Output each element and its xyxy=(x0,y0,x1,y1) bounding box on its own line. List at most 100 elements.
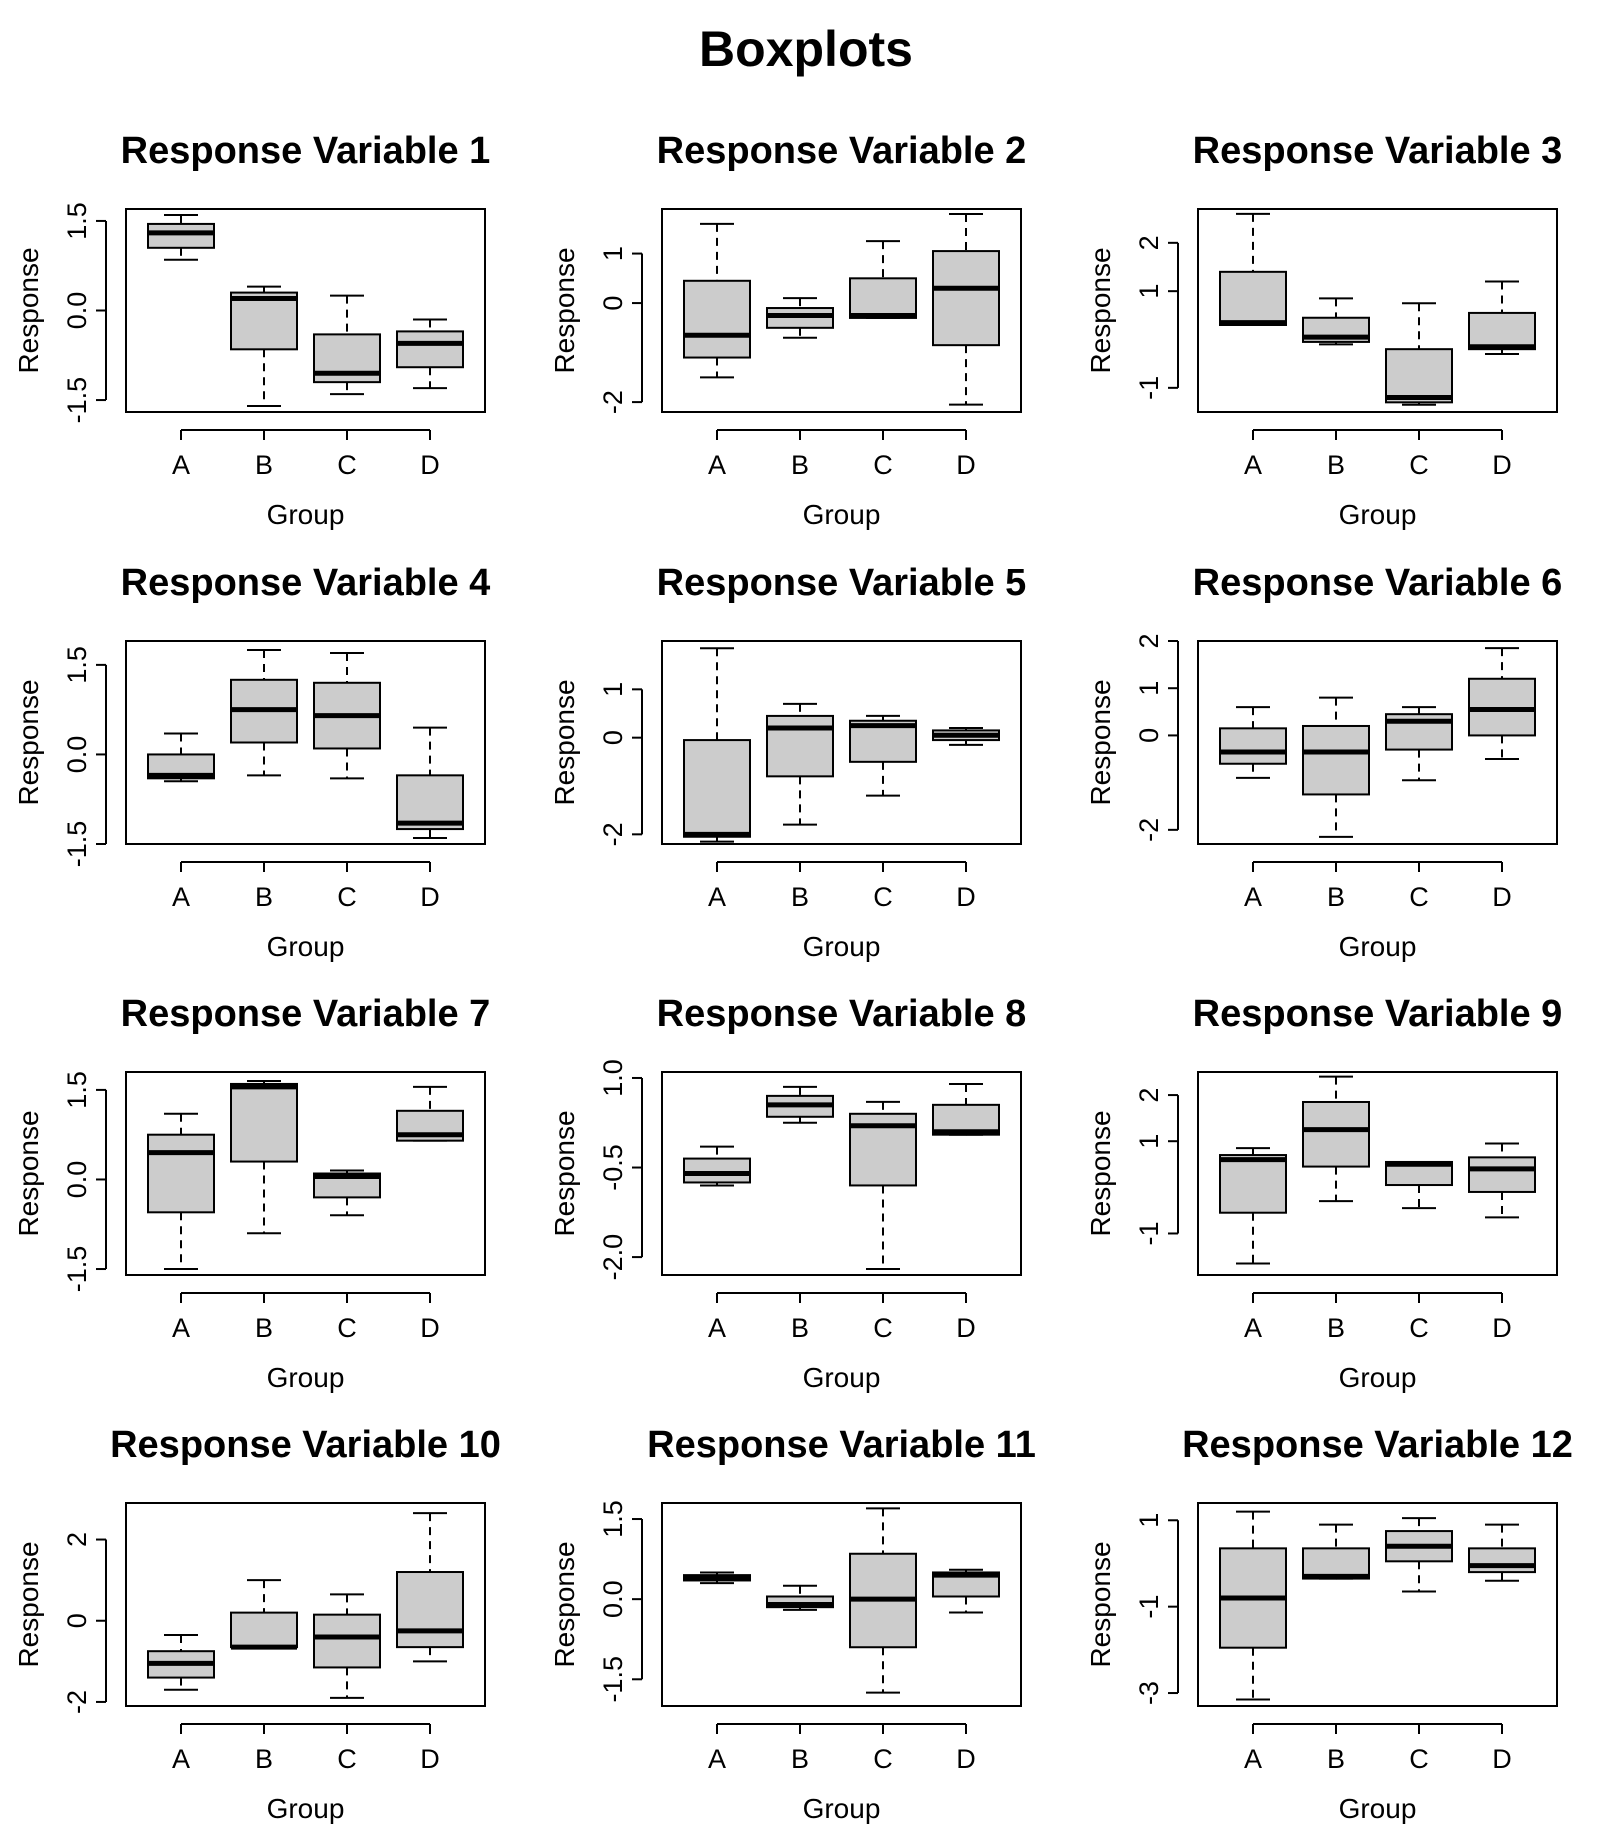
x-tick-label: D xyxy=(956,450,976,480)
y-axis-title: Response xyxy=(549,247,580,373)
y-tick-label: 2 xyxy=(62,1532,92,1547)
x-tick-label: D xyxy=(420,450,440,480)
box-group-C xyxy=(849,1100,917,1271)
x-axis-title: Group xyxy=(267,1793,345,1824)
x-axis-title: Group xyxy=(1339,1793,1417,1824)
panel-title: Response Variable 2 xyxy=(657,130,1027,172)
box-group-B xyxy=(230,285,298,408)
box-group-B xyxy=(1302,297,1370,346)
box-iqr xyxy=(1219,727,1287,765)
box-iqr xyxy=(1302,1547,1370,1580)
box-group-D xyxy=(1468,1142,1536,1219)
y-tick-label: -3 xyxy=(1134,1681,1164,1705)
x-tick-label: C xyxy=(1409,450,1429,480)
plot-frame xyxy=(125,1071,486,1276)
y-tick-label: 0 xyxy=(598,730,628,745)
plot-frame xyxy=(661,640,1022,845)
box-group-D xyxy=(1468,280,1536,355)
plot-frame xyxy=(125,640,486,845)
box-group-C xyxy=(1385,302,1453,406)
plot-frame xyxy=(125,208,486,413)
box-group-B xyxy=(766,1584,834,1611)
y-tick-label: 0.0 xyxy=(598,1580,628,1618)
box-group-B xyxy=(230,648,298,777)
box-group-C xyxy=(313,1169,381,1217)
x-tick-label: B xyxy=(1327,1313,1345,1343)
y-axis-title: Response xyxy=(13,1110,44,1236)
x-tick-label: A xyxy=(172,1744,190,1774)
box-group-A xyxy=(147,213,215,261)
box-iqr xyxy=(147,222,215,249)
x-tick-label: B xyxy=(791,1313,809,1343)
y-tick-label: 1.5 xyxy=(62,646,92,684)
box-iqr xyxy=(396,330,464,369)
box-group-A xyxy=(683,647,751,843)
y-tick-label: -2 xyxy=(62,1690,92,1714)
x-axis-title: Group xyxy=(1339,1362,1417,1393)
y-axis-title: Response xyxy=(1085,1110,1116,1236)
x-tick-label: C xyxy=(337,1744,357,1774)
y-tick-label: -1 xyxy=(1134,1595,1164,1619)
box-group-A xyxy=(147,1112,215,1271)
x-tick-label: B xyxy=(255,1313,273,1343)
box-group-A xyxy=(683,1571,751,1585)
box-iqr xyxy=(683,279,751,359)
x-tick-label: D xyxy=(420,882,440,912)
box-iqr xyxy=(683,1157,751,1184)
x-axis-title: Group xyxy=(803,1362,881,1393)
y-tick-label: 1.5 xyxy=(598,1500,628,1538)
box-iqr xyxy=(1468,1547,1536,1574)
box-group-C xyxy=(849,714,917,797)
box-iqr xyxy=(1468,311,1536,351)
box-iqr xyxy=(147,1133,215,1214)
box-group-C xyxy=(1385,1517,1453,1593)
x-tick-label: D xyxy=(1492,882,1512,912)
y-tick-label: 1.0 xyxy=(598,1059,628,1097)
x-axis-title: Group xyxy=(267,931,345,962)
y-tick-label: 1 xyxy=(598,682,628,697)
y-tick-label: 0 xyxy=(598,296,628,311)
y-tick-label: 0.0 xyxy=(62,736,92,774)
x-axis-title: Group xyxy=(803,499,881,530)
box-group-A xyxy=(147,1633,215,1691)
box-iqr xyxy=(230,1611,298,1649)
x-tick-label: B xyxy=(255,1744,273,1774)
panel-title: Response Variable 1 xyxy=(121,130,491,172)
y-tick-label: 1 xyxy=(1134,1513,1164,1528)
figure-title: Boxplots xyxy=(699,21,913,77)
y-axis-title: Response xyxy=(13,679,44,805)
x-tick-label: A xyxy=(708,1744,726,1774)
panel-title: Response Variable 12 xyxy=(1182,1424,1573,1466)
box-group-A xyxy=(1219,706,1287,779)
panel-11: Response Variable 11 -1.5 0.0 1.5 A B C D Group R… xyxy=(549,1424,1036,1824)
box-group-D xyxy=(932,727,1000,746)
panel-title: Response Variable 7 xyxy=(121,993,491,1035)
box-iqr xyxy=(1219,1154,1287,1214)
x-tick-label: B xyxy=(1327,450,1345,480)
box-group-C xyxy=(1385,706,1453,782)
box-iqr xyxy=(313,1172,381,1199)
box-iqr xyxy=(1468,1156,1536,1193)
x-tick-label: A xyxy=(708,882,726,912)
x-tick-label: D xyxy=(420,1313,440,1343)
box-group-D xyxy=(932,1568,1000,1614)
box-group-B xyxy=(230,1079,298,1235)
box-group-C xyxy=(849,240,917,319)
y-tick-label: -1 xyxy=(1134,376,1164,400)
panel-title: Response Variable 10 xyxy=(110,1424,501,1466)
y-tick-label: -2 xyxy=(598,822,628,846)
panel-6: Response Variable 6 -2 0 1 2 A B C D Group Respons… xyxy=(1085,562,1562,962)
box-group-D xyxy=(932,1082,1000,1136)
box-group-D xyxy=(1468,1523,1536,1582)
y-tick-label: 1.5 xyxy=(62,1071,92,1109)
plot-frame xyxy=(1197,640,1558,845)
x-tick-label: D xyxy=(1492,1313,1512,1343)
y-tick-label: -1 xyxy=(1134,1221,1164,1245)
plot-frame xyxy=(1197,1502,1558,1707)
x-tick-label: C xyxy=(873,1313,893,1343)
y-tick-label: -1.5 xyxy=(62,377,92,424)
box-group-C xyxy=(313,651,381,780)
x-tick-label: D xyxy=(956,1744,976,1774)
panel-8: Response Variable 8 -2.0 -0.5 1.0 A B C D Group R… xyxy=(549,993,1026,1393)
